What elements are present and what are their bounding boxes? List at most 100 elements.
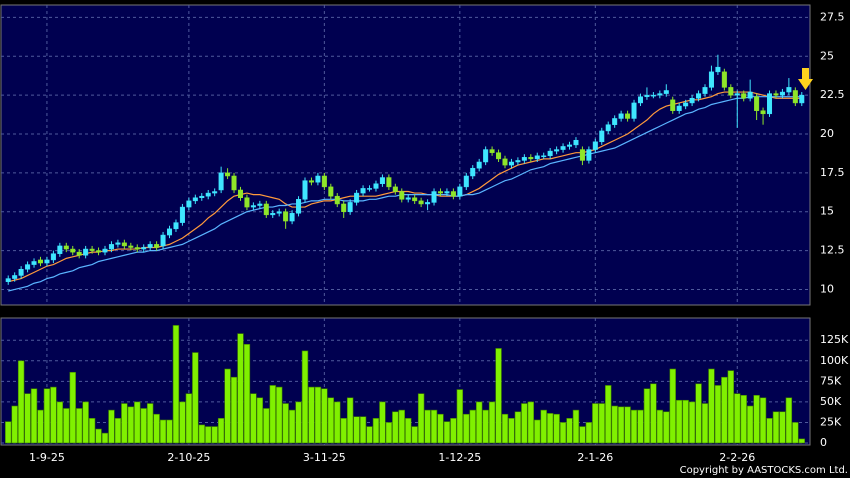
volume-bar — [456, 389, 464, 444]
candle-body — [367, 188, 373, 190]
volume-bar — [185, 393, 193, 444]
volume-bar — [101, 432, 109, 444]
candle-body — [18, 268, 24, 276]
x-tick-label: 1-12-25 — [438, 451, 481, 464]
volume-bar — [766, 418, 773, 444]
volume-bar — [282, 403, 289, 444]
volume-bar — [385, 422, 393, 444]
candle-body — [799, 94, 805, 104]
y-tick-label: 50K — [820, 395, 842, 408]
candle-body — [579, 149, 585, 161]
volume-bar — [675, 399, 683, 444]
candle-body — [444, 191, 450, 194]
moving-average-line — [8, 91, 802, 283]
volume-bar — [127, 406, 135, 444]
candle-body — [689, 98, 695, 104]
volume-bar — [121, 403, 128, 444]
volume-bar — [637, 409, 644, 444]
volume-bar — [521, 403, 528, 444]
candle-body — [160, 234, 166, 247]
candle-body — [308, 180, 314, 183]
volume-bar — [701, 403, 709, 444]
candle-body — [734, 93, 740, 96]
y-tick-label: 20 — [820, 127, 834, 140]
volume-bar — [172, 325, 180, 444]
volume-bar — [205, 426, 212, 444]
volume-bar — [598, 403, 605, 444]
volume-bar — [63, 408, 70, 444]
volume-bar — [792, 422, 799, 444]
volume-bar — [198, 424, 205, 444]
candle-body — [599, 130, 605, 143]
volume-bar — [153, 413, 160, 444]
candle-body — [767, 93, 773, 115]
volume-bar — [656, 409, 664, 444]
volume-bar — [630, 409, 638, 444]
candle-body — [179, 206, 185, 223]
candle-body — [257, 203, 263, 206]
candle-body — [741, 93, 747, 99]
candle-body — [702, 87, 708, 94]
candle-body — [102, 248, 108, 253]
y-tick-label: 15 — [820, 205, 834, 218]
candle-body — [360, 188, 366, 194]
candle-body — [302, 180, 308, 200]
volume-bar — [146, 403, 154, 444]
volume-bar — [114, 418, 122, 444]
candle-body — [12, 275, 18, 279]
candle-body — [128, 245, 134, 248]
volume-bar — [237, 333, 244, 444]
y-tick-label: 10 — [820, 282, 834, 295]
y-tick-label: 27.5 — [820, 10, 845, 23]
candle-body — [418, 200, 424, 205]
x-tick-label: 2-1-26 — [577, 451, 613, 464]
candle-body — [373, 183, 379, 189]
volume-bar — [617, 406, 625, 444]
candle-body — [328, 186, 334, 197]
volume-bar — [469, 409, 476, 444]
candle-body — [96, 250, 102, 253]
volume-bar — [321, 388, 328, 444]
candle-body — [63, 245, 69, 250]
latest-arrow — [798, 68, 813, 90]
candle-body — [25, 264, 31, 270]
candle-body — [341, 203, 347, 212]
candle-body — [270, 213, 276, 216]
volume-bar — [572, 409, 580, 444]
candle-body — [502, 158, 508, 166]
volume-bar — [746, 405, 754, 444]
volume-bar — [437, 413, 444, 444]
volume-bar — [798, 438, 805, 444]
y-tick-label: 12.5 — [820, 244, 845, 257]
volume-bar — [346, 397, 354, 444]
volume-bar — [179, 401, 186, 444]
volume-bar — [140, 408, 147, 444]
candle-body — [786, 87, 792, 93]
x-tick-label: 2-10-25 — [167, 451, 210, 464]
candle-body — [244, 197, 250, 208]
candle-body — [192, 197, 198, 202]
volume-bar — [417, 393, 425, 444]
candle-body — [450, 191, 456, 197]
volume-bar — [275, 386, 283, 444]
candle-body — [379, 177, 385, 185]
volume-bar — [159, 419, 167, 444]
volume-bar — [650, 383, 657, 444]
volume-bar — [508, 418, 515, 444]
volume-bar — [301, 350, 309, 444]
candle-body — [721, 71, 727, 88]
candle-body — [470, 167, 476, 177]
volume-bar — [37, 409, 44, 444]
candle-body — [644, 94, 650, 97]
x-tick-label: 2-2-26 — [719, 451, 755, 464]
volume-bar — [527, 401, 535, 444]
volume-bar — [443, 421, 451, 444]
candle-body — [76, 251, 82, 256]
candle-body — [618, 113, 624, 119]
candle-body — [631, 102, 637, 119]
volume-bar — [392, 411, 399, 444]
candle-body — [708, 71, 714, 88]
volume-bar — [605, 385, 612, 444]
copyright: Copyright by AASTOCKS.com Ltd. — [680, 465, 848, 476]
volume-bar — [108, 409, 115, 444]
